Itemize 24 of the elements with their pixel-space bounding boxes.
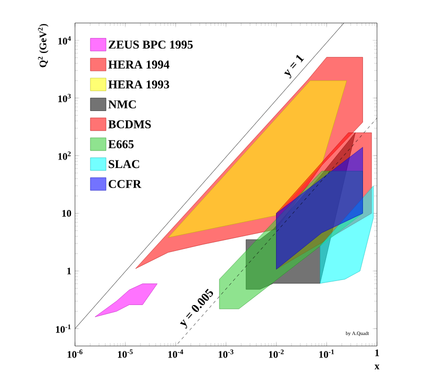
legend-label: E665 — [108, 140, 134, 148]
y-tick-label: 10 — [62, 210, 72, 217]
x-tick-label: 1 — [375, 350, 379, 356]
x-axis-title: x — [374, 364, 380, 370]
legend-label: HERA 1993 — [108, 80, 170, 88]
legend-label: HERA 1994 — [108, 60, 170, 69]
legend-label: ZEUS BPC 1995 — [108, 40, 193, 49]
text: y = 1 — [284, 54, 304, 79]
x-tick-label: 10$^{-3}$ — [218, 350, 234, 358]
legend-label: BCDMS — [108, 120, 151, 128]
x-tick-label: 10$^{-1}$ — [319, 350, 334, 358]
legend-label: NMC — [108, 100, 136, 108]
y-tick-label: 1 — [67, 268, 71, 274]
x-tick-label: 10$^{-2}$ — [268, 350, 284, 358]
x-tick-label: 10$^{-5}$ — [118, 350, 133, 358]
y-tick-label: 10$^{4}$ — [58, 36, 71, 44]
x-tick-label: 10$^{-4}$ — [168, 350, 184, 358]
x-tick-label: 10$^{-6}$ — [68, 350, 82, 358]
y-tick-label: 10$^{-1}$ — [56, 324, 71, 333]
y-tick-label: 10$^{2}$ — [58, 152, 71, 160]
y-axis-title: Q$^{2}$ (GeV$^{2}$) — [38, 24, 48, 68]
y-tick-label: 10$^{3}$ — [58, 94, 71, 102]
legend-label: SLAC — [108, 160, 140, 168]
legend-label: CCFR — [108, 180, 142, 188]
